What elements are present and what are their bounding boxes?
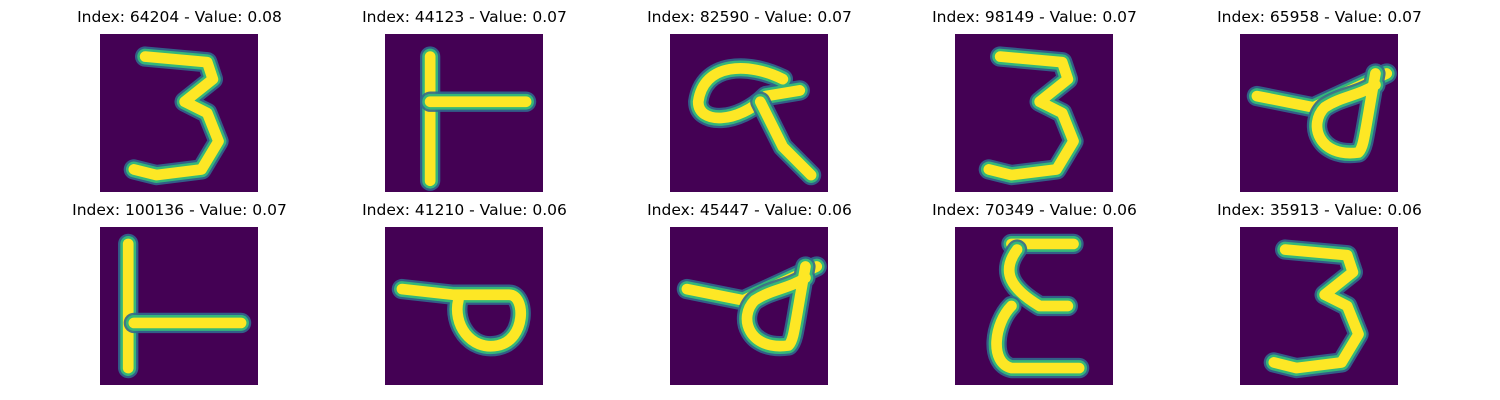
digit-image	[955, 34, 1113, 192]
digit-image	[1240, 227, 1398, 385]
digit-image	[385, 34, 543, 192]
cell-title: Index: 45447 - Value: 0.06	[647, 201, 852, 219]
digit-stroke	[991, 300, 1085, 374]
cell-title: Index: 100136 - Value: 0.07	[72, 201, 287, 219]
digit-image	[955, 227, 1113, 385]
cell-title: Index: 64204 - Value: 0.08	[77, 8, 282, 26]
digit-stroke	[1003, 244, 1074, 312]
cell-title: Index: 41210 - Value: 0.06	[362, 201, 567, 219]
image-cell: Index: 41210 - Value: 0.06	[322, 193, 607, 385]
image-cell: Index: 65958 - Value: 0.07	[1177, 0, 1462, 192]
image-background	[385, 34, 543, 192]
digit-image	[385, 227, 543, 385]
image-cell: Index: 70349 - Value: 0.06	[892, 193, 1177, 385]
digit-stroke	[396, 283, 526, 352]
cell-title: Index: 35913 - Value: 0.06	[1217, 201, 1422, 219]
image-cell: Index: 35913 - Value: 0.06	[1177, 193, 1462, 385]
image-cell: Index: 44123 - Value: 0.07	[322, 0, 607, 192]
digit-image	[100, 227, 258, 385]
digit-stroke	[983, 51, 1079, 181]
digit-stroke	[692, 63, 806, 124]
digit-stroke	[1268, 244, 1364, 374]
digit-image	[1240, 34, 1398, 192]
digit-stroke	[128, 51, 224, 181]
cell-title: Index: 82590 - Value: 0.07	[647, 8, 852, 26]
cell-title: Index: 65958 - Value: 0.07	[1217, 8, 1422, 26]
image-cell: Index: 82590 - Value: 0.07	[607, 0, 892, 192]
digit-image	[100, 34, 258, 192]
cell-title: Index: 44123 - Value: 0.07	[362, 8, 567, 26]
cell-title: Index: 98149 - Value: 0.07	[932, 8, 1137, 26]
image-cell: Index: 45447 - Value: 0.06	[607, 193, 892, 385]
image-cell: Index: 98149 - Value: 0.07	[892, 0, 1177, 192]
digit-stroke	[1311, 68, 1381, 159]
digit-image	[670, 34, 828, 192]
cell-title: Index: 70349 - Value: 0.06	[932, 201, 1137, 219]
image-cell: Index: 64204 - Value: 0.08	[37, 0, 322, 192]
digit-stroke	[741, 261, 811, 352]
image-cell: Index: 100136 - Value: 0.07	[37, 193, 322, 385]
digit-stroke	[754, 96, 817, 181]
digit-image	[670, 227, 828, 385]
